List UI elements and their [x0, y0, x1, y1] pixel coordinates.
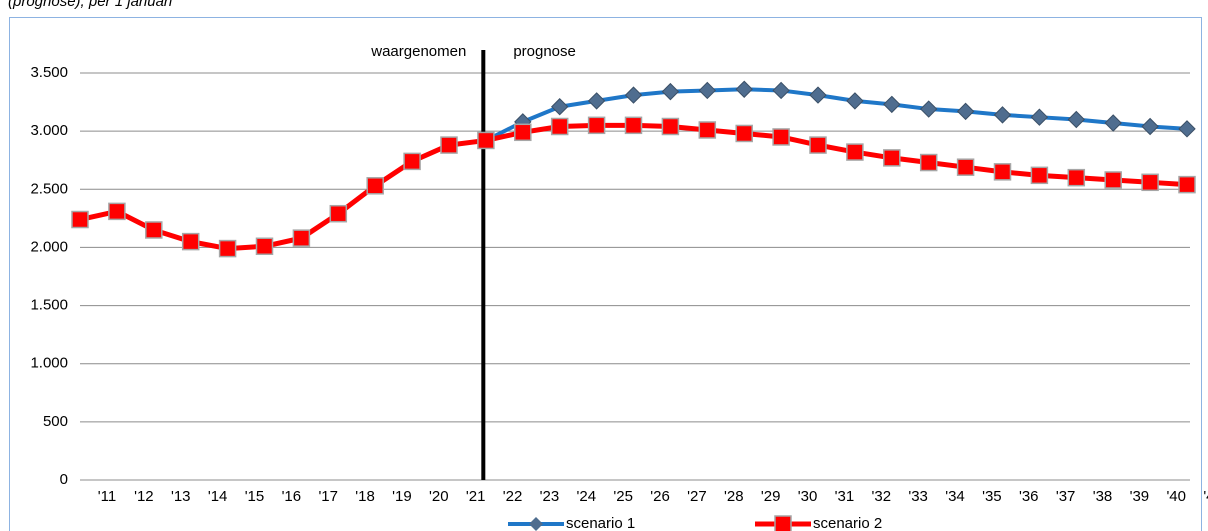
- marker: [956, 158, 975, 176]
- x-tick-label: '27: [687, 488, 707, 505]
- marker: [956, 102, 975, 121]
- marker: [883, 95, 901, 114]
- x-tick-label: '24: [577, 488, 597, 505]
- x-tick-label: '31: [835, 488, 855, 505]
- marker: [1141, 173, 1159, 192]
- marker: [1104, 114, 1122, 132]
- marker: [292, 229, 311, 247]
- x-tick-label: '26: [650, 488, 670, 505]
- marker: [735, 80, 753, 98]
- marker: [181, 232, 200, 251]
- marker: [661, 117, 680, 136]
- legend-marker: [774, 515, 792, 531]
- marker: [919, 100, 938, 118]
- x-tick-label: '25: [613, 488, 633, 505]
- y-tick-label: 2.000: [30, 238, 68, 255]
- x-tick-label: '12: [134, 488, 154, 505]
- marker: [587, 92, 606, 110]
- y-tick-label: 2.500: [30, 180, 68, 197]
- marker: [366, 177, 384, 195]
- annotation: waargenomen: [370, 43, 466, 60]
- x-tick-label: '17: [318, 488, 338, 505]
- x-tick-label: '37: [1056, 488, 1076, 505]
- marker: [698, 81, 717, 100]
- legend-marker: [529, 517, 543, 531]
- marker: [403, 152, 421, 171]
- marker: [1030, 166, 1049, 185]
- x-tick-label: '15: [245, 488, 265, 505]
- x-tick-label: '21: [466, 488, 486, 505]
- x-tick-label: '29: [761, 488, 781, 505]
- x-tick-label: '36: [1019, 488, 1039, 505]
- marker: [846, 143, 864, 161]
- marker: [71, 210, 89, 229]
- x-tick-label: '19: [392, 488, 412, 505]
- marker: [550, 117, 569, 136]
- marker: [1067, 110, 1086, 129]
- marker: [218, 239, 237, 258]
- marker: [440, 136, 458, 154]
- marker: [1067, 168, 1086, 187]
- marker: [919, 153, 938, 172]
- marker: [1030, 108, 1049, 126]
- x-tick-label: '39: [1130, 488, 1150, 505]
- x-tick-label: '33: [908, 488, 928, 505]
- marker: [1104, 171, 1122, 189]
- marker: [993, 106, 1012, 124]
- marker: [809, 136, 827, 154]
- x-tick-label: '30: [798, 488, 818, 505]
- chart-frame: [9, 17, 1202, 531]
- y-tick-label: 500: [43, 413, 68, 430]
- marker: [735, 124, 753, 143]
- y-tick-label: 0: [60, 471, 68, 488]
- marker: [809, 86, 827, 104]
- marker: [108, 202, 126, 221]
- marker: [1178, 120, 1196, 138]
- marker: [624, 86, 643, 104]
- x-tick-label: '34: [945, 488, 965, 505]
- marker: [514, 123, 532, 142]
- marker: [329, 204, 348, 223]
- y-tick-label: 3.500: [30, 64, 68, 81]
- marker: [255, 237, 274, 256]
- x-tick-label: '22: [503, 488, 523, 505]
- marker: [1141, 117, 1159, 136]
- marker: [587, 116, 606, 135]
- marker: [624, 116, 643, 135]
- marker: [477, 131, 495, 150]
- marker: [772, 81, 790, 100]
- chart-title: (prognose), per 1 januari: [8, 0, 173, 10]
- x-tick-label: '28: [724, 488, 744, 505]
- x-tick-label: '14: [208, 488, 228, 505]
- marker: [698, 121, 717, 139]
- x-tick-label: '38: [1093, 488, 1113, 505]
- marker: [883, 149, 901, 167]
- marker: [772, 128, 790, 146]
- legend-label: scenario 2: [813, 515, 882, 531]
- marker: [550, 98, 569, 116]
- marker: [661, 82, 680, 101]
- series-line: [79, 122, 1188, 252]
- marker: [1178, 175, 1196, 194]
- x-tick-label: '41: [1203, 488, 1208, 505]
- annotation: prognose: [513, 43, 576, 60]
- y-tick-label: 1.000: [30, 355, 68, 372]
- x-tick-label: '23: [540, 488, 560, 505]
- legend-label: scenario 1: [566, 515, 635, 531]
- y-tick-label: 3.000: [30, 122, 68, 139]
- x-tick-label: '11: [98, 488, 116, 505]
- y-tick-label: 1.500: [30, 297, 68, 314]
- marker: [145, 221, 163, 239]
- x-tick-label: '32: [871, 488, 891, 505]
- x-tick-label: '16: [282, 488, 302, 505]
- x-tick-label: '18: [355, 488, 375, 505]
- x-tick-label: '35: [982, 488, 1002, 505]
- marker: [846, 92, 864, 110]
- x-tick-label: '40: [1166, 488, 1186, 505]
- marker: [993, 163, 1012, 181]
- x-tick-label: '13: [171, 488, 191, 505]
- x-tick-label: '20: [429, 488, 449, 505]
